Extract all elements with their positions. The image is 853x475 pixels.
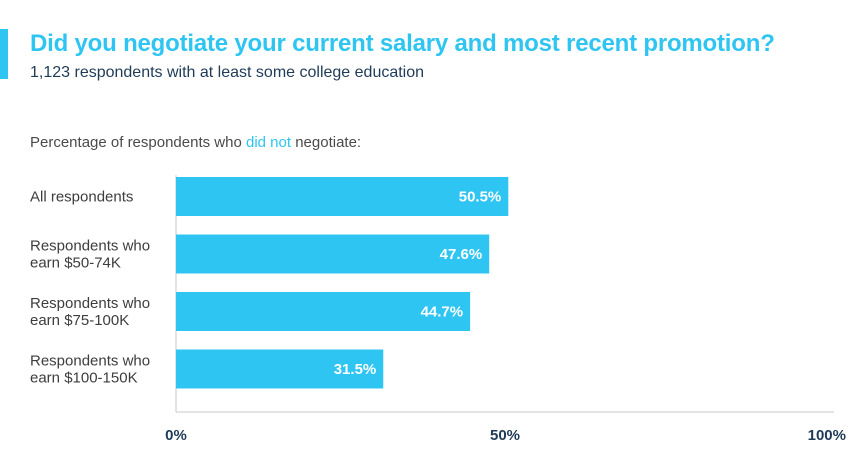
question-highlight: did not: [245, 134, 292, 151]
category-label-line: earn $100-150K: [30, 370, 138, 387]
category-label: Respondents who earn $100-150K: [30, 353, 150, 387]
category-label: All respondents: [30, 189, 133, 206]
bar: [176, 234, 490, 274]
chart-title: Did you negotiate your current salary an…: [30, 30, 775, 57]
bar-value-label: 50.5%: [459, 189, 502, 206]
x-tick-label: 0%: [165, 427, 187, 444]
bar: [176, 177, 509, 216]
bar: [176, 292, 471, 331]
category-label-line: All respondents: [30, 189, 133, 206]
bar-value-label: 31.5%: [334, 361, 377, 378]
question-text: Percentage of respondents who did not ne…: [30, 134, 361, 151]
x-tick-label: 100%: [808, 427, 846, 444]
category-label-line: earn $50-74K: [30, 255, 121, 272]
category-label-line: Respondents who: [30, 238, 150, 255]
x-tick-label: 50%: [490, 427, 520, 444]
category-label-line: Respondents who: [30, 295, 150, 312]
question-suffix: negotiate:: [291, 134, 362, 151]
category-label: Respondents who earn $50-74K: [30, 238, 150, 272]
category-label: Respondents who earn $75-100K: [30, 295, 150, 329]
bar-value-label: 44.7%: [421, 304, 464, 321]
bar-value-label: 47.6%: [440, 246, 483, 263]
question-prefix: Percentage of respondents who: [30, 134, 246, 151]
chart-subtitle: 1,123 respondents with at least some col…: [30, 64, 425, 81]
category-label-line: earn $75-100K: [30, 312, 129, 329]
bar: [176, 349, 384, 389]
category-label-line: Respondents who: [30, 353, 150, 370]
title-accent-bar: [0, 29, 8, 79]
